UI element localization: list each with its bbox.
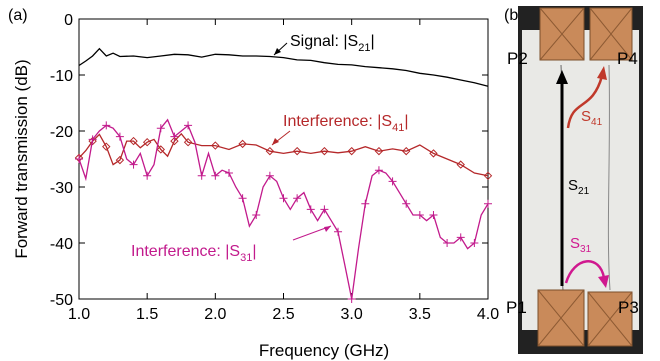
photo-panel: (b) P2 P4 P1 P3 S21	[504, 6, 643, 354]
series-point-s31	[484, 199, 492, 208]
port-label-p4: P4	[617, 49, 638, 68]
series-point-s41	[374, 146, 384, 156]
series-point-s31	[143, 171, 152, 180]
series-point-s31	[293, 194, 302, 203]
arrow-s41-label: S41	[581, 108, 603, 128]
arrow-s21-label: S21	[568, 177, 590, 197]
series-point-s31	[429, 211, 438, 219]
series-point-s41	[211, 141, 220, 150]
series-point-s41	[429, 149, 438, 158]
series-point-s31	[470, 239, 479, 247]
series-point-s31	[415, 211, 424, 219]
series-point-s31	[279, 194, 288, 203]
series-point-s31	[402, 199, 411, 208]
annotation-s31: Interference: |S31|	[131, 225, 332, 264]
series-point-s31	[170, 132, 179, 141]
series-point-s41	[142, 137, 152, 147]
series-point-s41	[170, 136, 179, 146]
series-point-s41	[115, 155, 125, 165]
series-point-s31	[102, 121, 111, 130]
series-point-s31	[361, 199, 370, 208]
y-tick-label: -10	[50, 68, 73, 85]
x-tick-label: 2.0	[204, 306, 226, 323]
series-point-s41	[347, 146, 356, 156]
panel-a-label: (a)	[8, 7, 28, 24]
series-point-s41	[320, 146, 329, 156]
x-tick-label: 3.5	[409, 306, 431, 323]
port-label-p3: P3	[618, 298, 639, 317]
patch-p3	[587, 291, 633, 347]
series-point-s31	[224, 169, 233, 177]
series-point-s41	[183, 137, 193, 147]
series-point-s31	[88, 135, 97, 144]
series-point-s41	[156, 145, 166, 154]
series-point-s31	[129, 160, 138, 169]
annotation-s41-text: Interference: |S41|	[283, 113, 409, 134]
y-tick-label: 0	[64, 12, 73, 29]
y-axis: 0 -10 -20 -30 -40 -50	[50, 12, 488, 309]
y-axis-label: Forward transmission (dB)	[12, 59, 31, 258]
series-point-s41	[401, 146, 411, 156]
series-s41	[74, 132, 493, 181]
y-tick-label: -50	[50, 292, 73, 309]
x-tick-label: 1.5	[136, 306, 158, 323]
port-label-p1: P1	[506, 298, 527, 317]
board-surface	[522, 30, 639, 330]
series-point-s41	[483, 171, 493, 181]
annotation-signal-text: Signal: |S21|	[290, 33, 375, 54]
x-tick-label: 2.5	[272, 306, 294, 323]
series-point-s41	[292, 146, 302, 156]
arrow-s41: S41	[566, 66, 607, 129]
series-point-s41	[238, 139, 247, 149]
x-axis-label: Frequency (GHz)	[259, 341, 389, 360]
series-layer	[74, 47, 493, 303]
x-tick-label: 3.0	[341, 306, 363, 323]
series-point-s41	[88, 136, 97, 146]
patch-p4	[589, 7, 633, 61]
series-s21	[78, 47, 489, 87]
series-point-s31	[388, 177, 397, 186]
annotation-s31-text: Interference: |S31|	[131, 243, 257, 264]
series-point-s41	[129, 136, 138, 146]
series-point-s41	[265, 146, 275, 156]
port-label-p2: P2	[507, 49, 528, 68]
series-line-s31	[78, 118, 489, 300]
patch-p1	[537, 289, 585, 347]
series-point-s31	[197, 171, 206, 180]
series-point-s31	[306, 205, 315, 214]
series-point-s31	[320, 205, 329, 214]
series-point-s31	[456, 233, 465, 242]
x-axis: 1.0 1.5 2.0 2.5 3.0 3.5 4.0	[68, 19, 499, 323]
series-point-s31	[211, 171, 220, 180]
annotation-signal: Signal: |S21|	[273, 33, 375, 56]
series-line-s41	[78, 132, 489, 177]
y-tick-label: -40	[50, 236, 73, 253]
series-point-s41	[102, 142, 111, 151]
x-tick-label: 1.0	[68, 306, 90, 323]
series-point-s31	[334, 227, 343, 236]
series-line-s21	[78, 47, 489, 87]
series-point-s31	[443, 239, 452, 247]
arrow-s31-label: S31	[570, 235, 592, 255]
trace-p3-p4	[607, 64, 611, 291]
series-s31	[75, 118, 492, 303]
series-point-s31	[156, 124, 165, 133]
x-tick-label: 4.0	[477, 306, 499, 323]
series-point-s31	[252, 211, 261, 219]
arrow-s21: S21	[556, 70, 590, 286]
series-point-s31	[238, 194, 247, 203]
series-point-s31	[75, 155, 83, 163]
annotation-s41: Interference: |S41|	[271, 113, 409, 146]
y-tick-label: -20	[50, 124, 73, 141]
series-point-s31	[115, 132, 124, 141]
patch-p2	[539, 7, 585, 61]
arrow-s31: S31	[564, 235, 609, 288]
series-point-s31	[265, 171, 274, 180]
y-tick-label: -30	[50, 180, 73, 197]
series-point-s41	[456, 160, 465, 169]
series-point-s31	[184, 121, 193, 130]
series-point-s31	[347, 295, 356, 303]
series-point-s31	[374, 166, 383, 175]
